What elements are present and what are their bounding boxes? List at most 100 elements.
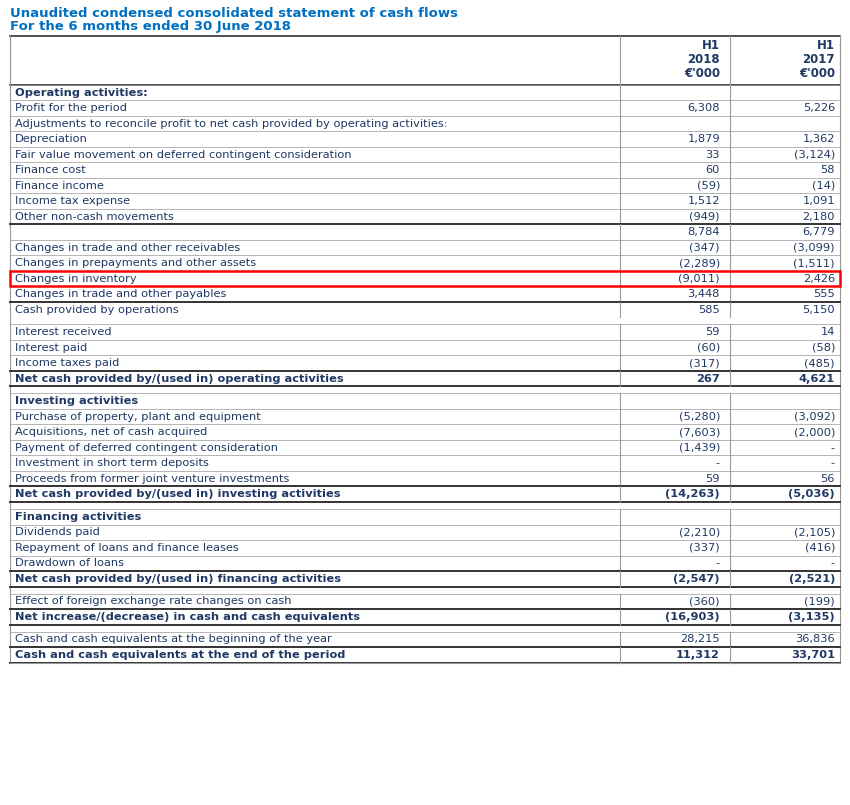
Text: (2,105): (2,105) (794, 527, 835, 537)
Text: (2,210): (2,210) (679, 527, 720, 537)
Text: (59): (59) (697, 181, 720, 191)
Text: 56: 56 (820, 474, 835, 484)
Text: (7,603): (7,603) (678, 427, 720, 437)
Text: Other non-cash movements: Other non-cash movements (15, 212, 174, 221)
Text: (199): (199) (804, 597, 835, 606)
Text: Net increase/(decrease) in cash and cash equivalents: Net increase/(decrease) in cash and cash… (15, 612, 360, 621)
Text: 6,779: 6,779 (802, 227, 835, 237)
Text: 28,215: 28,215 (680, 634, 720, 644)
Text: 36,836: 36,836 (796, 634, 835, 644)
Text: Net cash provided by/(used in) financing activities: Net cash provided by/(used in) financing… (15, 574, 341, 584)
Text: 4,621: 4,621 (799, 374, 835, 384)
Text: (360): (360) (689, 597, 720, 606)
Text: (485): (485) (804, 358, 835, 368)
Text: Effect of foreign exchange rate changes on cash: Effect of foreign exchange rate changes … (15, 597, 292, 606)
Text: Changes in prepayments and other assets: Changes in prepayments and other assets (15, 258, 256, 268)
Text: Changes in trade and other receivables: Changes in trade and other receivables (15, 243, 241, 253)
Text: Interest received: Interest received (15, 328, 111, 337)
Text: 2,180: 2,180 (802, 212, 835, 221)
Text: (2,000): (2,000) (794, 427, 835, 437)
Text: Income taxes paid: Income taxes paid (15, 358, 119, 368)
Text: 6,308: 6,308 (688, 103, 720, 114)
Text: (3,099): (3,099) (794, 243, 835, 253)
Text: Investment in short term deposits: Investment in short term deposits (15, 458, 209, 469)
Text: 59: 59 (706, 474, 720, 484)
Text: Acquisitions, net of cash acquired: Acquisitions, net of cash acquired (15, 427, 207, 437)
Text: Adjustments to reconcile profit to net cash provided by operating activities:: Adjustments to reconcile profit to net c… (15, 119, 448, 129)
Text: (317): (317) (689, 358, 720, 368)
Text: (2,547): (2,547) (673, 574, 720, 584)
Text: -: - (830, 458, 835, 469)
Text: H1: H1 (817, 39, 835, 52)
Text: Profit for the period: Profit for the period (15, 103, 127, 114)
Text: 555: 555 (813, 289, 835, 299)
Text: (5,280): (5,280) (678, 411, 720, 422)
Text: Cash and cash equivalents at the end of the period: Cash and cash equivalents at the end of … (15, 650, 345, 660)
Text: -: - (716, 558, 720, 568)
Text: Purchase of property, plant and equipment: Purchase of property, plant and equipmen… (15, 411, 261, 422)
Text: 1,362: 1,362 (802, 134, 835, 144)
Text: (14,263): (14,263) (666, 489, 720, 499)
Text: 60: 60 (706, 165, 720, 175)
Text: Changes in inventory: Changes in inventory (15, 274, 137, 283)
Text: (949): (949) (689, 212, 720, 221)
Text: 58: 58 (820, 165, 835, 175)
Text: Operating activities:: Operating activities: (15, 88, 148, 97)
Text: (2,521): (2,521) (789, 574, 835, 584)
Text: (3,124): (3,124) (794, 150, 835, 159)
Text: €'000: €'000 (684, 68, 720, 80)
Text: Payment of deferred contingent consideration: Payment of deferred contingent considera… (15, 443, 278, 452)
Text: Repayment of loans and finance leases: Repayment of loans and finance leases (15, 543, 239, 553)
Text: 5,150: 5,150 (802, 305, 835, 315)
Text: 14: 14 (820, 328, 835, 337)
Text: Income tax expense: Income tax expense (15, 196, 130, 206)
Text: 2,426: 2,426 (803, 274, 835, 283)
Text: 33: 33 (706, 150, 720, 159)
Text: 1,091: 1,091 (802, 196, 835, 206)
Text: Unaudited condensed consolidated statement of cash flows: Unaudited condensed consolidated stateme… (10, 7, 458, 20)
Text: (337): (337) (689, 543, 720, 553)
Text: 1,879: 1,879 (688, 134, 720, 144)
Text: (5,036): (5,036) (788, 489, 835, 499)
Text: (14): (14) (812, 181, 835, 191)
Text: -: - (830, 443, 835, 452)
Text: Net cash provided by/(used in) operating activities: Net cash provided by/(used in) operating… (15, 374, 343, 384)
Text: 33,701: 33,701 (791, 650, 835, 660)
Text: 2018: 2018 (688, 53, 720, 66)
Text: 267: 267 (696, 374, 720, 384)
Text: Interest paid: Interest paid (15, 343, 88, 353)
Text: (347): (347) (689, 243, 720, 253)
Text: Finance cost: Finance cost (15, 165, 86, 175)
Text: (2,289): (2,289) (679, 258, 720, 268)
Text: -: - (716, 458, 720, 469)
Text: (416): (416) (805, 543, 835, 553)
Text: 3,448: 3,448 (688, 289, 720, 299)
Text: H1: H1 (702, 39, 720, 52)
Text: (16,903): (16,903) (666, 612, 720, 621)
Text: Proceeds from former joint venture investments: Proceeds from former joint venture inves… (15, 474, 289, 484)
Text: 585: 585 (698, 305, 720, 315)
Text: Investing activities: Investing activities (15, 396, 138, 407)
Text: 8,784: 8,784 (688, 227, 720, 237)
Text: Fair value movement on deferred contingent consideration: Fair value movement on deferred continge… (15, 150, 352, 159)
Bar (10, 271, 840, 287)
Text: (9,011): (9,011) (678, 274, 720, 283)
Text: 1,512: 1,512 (688, 196, 720, 206)
Text: Drawdown of loans: Drawdown of loans (15, 558, 124, 568)
Text: 11,312: 11,312 (676, 650, 720, 660)
Text: 59: 59 (706, 328, 720, 337)
Text: Finance income: Finance income (15, 181, 104, 191)
Text: -: - (830, 558, 835, 568)
Text: For the 6 months ended 30 June 2018: For the 6 months ended 30 June 2018 (10, 20, 291, 33)
Text: Changes in trade and other payables: Changes in trade and other payables (15, 289, 226, 299)
Text: Cash provided by operations: Cash provided by operations (15, 305, 179, 315)
Text: Dividends paid: Dividends paid (15, 527, 100, 537)
Text: Financing activities: Financing activities (15, 512, 141, 522)
Text: (1,439): (1,439) (678, 443, 720, 452)
Text: (3,092): (3,092) (794, 411, 835, 422)
Text: Depreciation: Depreciation (15, 134, 88, 144)
Text: (60): (60) (697, 343, 720, 353)
Text: (3,135): (3,135) (788, 612, 835, 621)
Text: €'000: €'000 (799, 68, 835, 80)
Text: (58): (58) (812, 343, 835, 353)
